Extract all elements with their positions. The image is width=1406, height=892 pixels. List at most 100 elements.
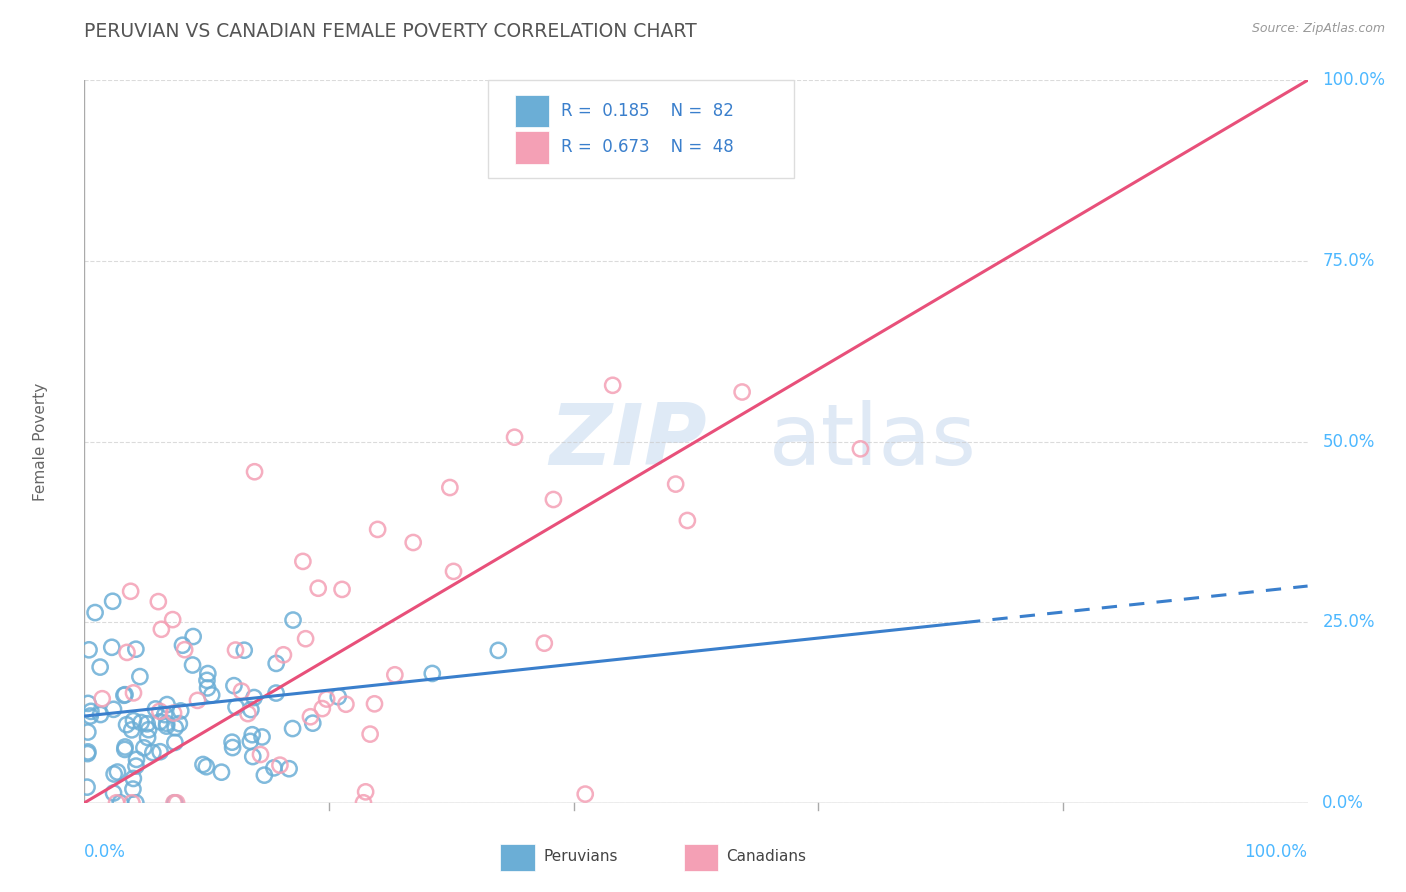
Point: [79, 709, 101, 723]
Point: [76, 725, 98, 739]
Point: [243, 465, 266, 479]
Point: [186, 693, 208, 707]
Point: [384, 668, 406, 682]
Point: [353, 796, 375, 810]
Point: [191, 757, 214, 772]
Point: [225, 700, 247, 714]
Text: ZIP: ZIP: [550, 400, 707, 483]
Point: [201, 688, 224, 702]
Point: [315, 692, 337, 706]
FancyBboxPatch shape: [488, 80, 794, 178]
Point: [103, 786, 125, 800]
Point: [173, 642, 195, 657]
Text: 0.0%: 0.0%: [84, 843, 127, 861]
Point: [281, 722, 304, 736]
Point: [273, 648, 295, 662]
Point: [439, 481, 461, 495]
Point: [80, 704, 103, 718]
Point: [181, 630, 204, 644]
Point: [162, 613, 184, 627]
Point: [163, 796, 186, 810]
Point: [197, 666, 219, 681]
Point: [156, 698, 179, 712]
Point: [107, 765, 129, 780]
Text: 75.0%: 75.0%: [1322, 252, 1375, 270]
Point: [665, 477, 688, 491]
Text: 100.0%: 100.0%: [1322, 71, 1385, 89]
Point: [166, 796, 188, 810]
Point: [602, 378, 624, 392]
Point: [264, 686, 287, 700]
Point: [84, 606, 107, 620]
Text: R =  0.673    N =  48: R = 0.673 N = 48: [561, 138, 734, 156]
Point: [367, 523, 389, 537]
FancyBboxPatch shape: [515, 95, 550, 127]
Point: [281, 613, 304, 627]
Point: [264, 657, 287, 671]
Text: 0.0%: 0.0%: [1322, 794, 1364, 812]
Text: 25.0%: 25.0%: [1322, 613, 1375, 632]
Point: [121, 723, 143, 737]
Point: [89, 660, 111, 674]
Point: [145, 702, 167, 716]
Point: [335, 697, 357, 711]
Point: [503, 430, 526, 444]
Point: [125, 752, 148, 766]
Point: [243, 690, 266, 705]
Point: [239, 734, 262, 748]
Point: [291, 554, 314, 568]
Point: [263, 761, 285, 775]
Point: [142, 746, 165, 760]
Point: [149, 704, 172, 718]
Point: [301, 716, 323, 731]
Point: [163, 796, 186, 810]
Point: [163, 735, 186, 749]
Point: [122, 714, 145, 728]
Text: Peruvians: Peruvians: [543, 849, 617, 864]
Text: Canadians: Canadians: [727, 849, 807, 864]
Point: [155, 719, 177, 733]
Point: [225, 643, 247, 657]
Point: [136, 731, 159, 745]
Point: [543, 492, 565, 507]
Point: [533, 636, 555, 650]
Point: [76, 780, 98, 794]
Point: [221, 735, 243, 749]
Point: [132, 740, 155, 755]
Point: [125, 759, 148, 773]
Point: [849, 442, 872, 456]
Point: [486, 643, 509, 657]
Point: [195, 673, 218, 688]
Text: Female Poverty: Female Poverty: [32, 383, 48, 500]
Point: [172, 638, 194, 652]
FancyBboxPatch shape: [515, 131, 550, 163]
Point: [148, 594, 170, 608]
Point: [359, 727, 381, 741]
Point: [153, 707, 176, 722]
Point: [77, 745, 100, 759]
Text: atlas: atlas: [769, 400, 977, 483]
Point: [150, 622, 173, 636]
Point: [156, 716, 179, 731]
Text: Source: ZipAtlas.com: Source: ZipAtlas.com: [1251, 22, 1385, 36]
Point: [77, 697, 100, 711]
Point: [122, 686, 145, 700]
Point: [420, 666, 443, 681]
Text: R =  0.185    N =  82: R = 0.185 N = 82: [561, 102, 734, 120]
Point: [149, 745, 172, 759]
Point: [103, 702, 125, 716]
Point: [112, 688, 135, 702]
Point: [162, 706, 184, 720]
Point: [103, 767, 125, 781]
Point: [115, 645, 138, 659]
Point: [299, 710, 322, 724]
Point: [110, 796, 132, 810]
Point: [120, 584, 142, 599]
Point: [249, 747, 271, 762]
Point: [129, 715, 152, 730]
Point: [731, 384, 754, 399]
Point: [122, 772, 145, 786]
Point: [77, 642, 100, 657]
Point: [233, 643, 256, 657]
Point: [170, 704, 193, 718]
